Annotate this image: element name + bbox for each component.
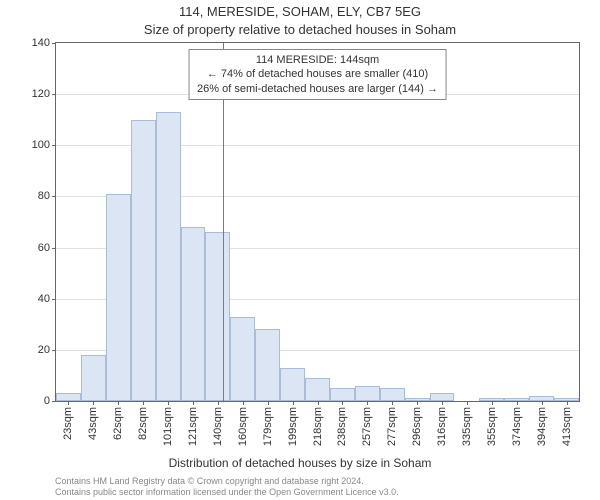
- x-tick-mark: [442, 401, 443, 405]
- annotation-line2: ← 74% of detached houses are smaller (41…: [197, 67, 438, 81]
- histogram-bar: [181, 227, 206, 401]
- x-tick-mark: [293, 401, 294, 405]
- histogram-bar: [430, 393, 455, 401]
- y-tick-label: 80: [38, 190, 50, 202]
- y-tick-label: 60: [38, 242, 50, 254]
- x-tick-label: 296sqm: [411, 407, 423, 446]
- x-tick-label: 374sqm: [511, 407, 523, 446]
- y-tick-mark: [52, 350, 56, 351]
- annotation-line1: 114 MERESIDE: 144sqm: [197, 53, 438, 67]
- histogram-bar: [305, 378, 330, 401]
- histogram-bar: [106, 194, 131, 401]
- chart-title-line2: Size of property relative to detached ho…: [0, 22, 600, 37]
- x-tick-label: 394sqm: [536, 407, 548, 446]
- histogram-bar: [56, 393, 81, 401]
- annotation-line3: 26% of semi-detached houses are larger (…: [197, 82, 438, 96]
- histogram-bar: [156, 112, 181, 401]
- x-tick-label: 199sqm: [287, 407, 299, 446]
- y-tick-mark: [52, 196, 56, 197]
- x-tick-mark: [517, 401, 518, 405]
- y-tick-mark: [52, 145, 56, 146]
- x-tick-label: 277sqm: [386, 407, 398, 446]
- histogram-bar: [380, 388, 405, 401]
- credits-line1: Contains HM Land Registry data © Crown c…: [55, 476, 399, 487]
- x-tick-mark: [143, 401, 144, 405]
- x-tick-mark: [392, 401, 393, 405]
- x-tick-mark: [367, 401, 368, 405]
- histogram-bar: [330, 388, 355, 401]
- plot-area: 02040608010012014023sqm43sqm62sqm82sqm10…: [55, 42, 580, 402]
- chart-container: 114, MERESIDE, SOHAM, ELY, CB7 5EG Size …: [0, 0, 600, 500]
- x-tick-mark: [318, 401, 319, 405]
- x-tick-label: 140sqm: [212, 407, 224, 446]
- x-tick-label: 218sqm: [312, 407, 324, 446]
- annotation-box: 114 MERESIDE: 144sqm ← 74% of detached h…: [188, 49, 447, 100]
- x-tick-mark: [268, 401, 269, 405]
- x-tick-mark: [243, 401, 244, 405]
- histogram-bar: [280, 368, 305, 401]
- x-tick-label: 179sqm: [262, 407, 274, 446]
- histogram-bar: [205, 232, 230, 401]
- credits: Contains HM Land Registry data © Crown c…: [55, 476, 399, 498]
- x-tick-label: 43sqm: [87, 407, 99, 440]
- x-tick-label: 413sqm: [561, 407, 573, 446]
- y-tick-label: 40: [38, 293, 50, 305]
- y-tick-label: 100: [32, 139, 50, 151]
- x-tick-mark: [68, 401, 69, 405]
- histogram-bar: [81, 355, 106, 401]
- x-tick-mark: [542, 401, 543, 405]
- y-tick-label: 140: [32, 37, 50, 49]
- y-tick-mark: [52, 94, 56, 95]
- x-tick-mark: [218, 401, 219, 405]
- chart-title-line1: 114, MERESIDE, SOHAM, ELY, CB7 5EG: [0, 4, 600, 19]
- x-tick-mark: [492, 401, 493, 405]
- x-tick-mark: [467, 401, 468, 405]
- y-tick-mark: [52, 299, 56, 300]
- x-tick-label: 238sqm: [336, 407, 348, 446]
- x-tick-mark: [417, 401, 418, 405]
- histogram-bar: [230, 317, 255, 401]
- x-tick-label: 101sqm: [162, 407, 174, 446]
- y-tick-mark: [52, 401, 56, 402]
- histogram-bar: [355, 386, 380, 401]
- x-tick-mark: [118, 401, 119, 405]
- x-tick-label: 160sqm: [237, 407, 249, 446]
- x-tick-mark: [567, 401, 568, 405]
- x-tick-label: 335sqm: [461, 407, 473, 446]
- y-tick-mark: [52, 248, 56, 249]
- y-tick-label: 20: [38, 344, 50, 356]
- x-tick-label: 121sqm: [187, 407, 199, 446]
- x-tick-label: 62sqm: [112, 407, 124, 440]
- x-tick-mark: [193, 401, 194, 405]
- x-tick-mark: [168, 401, 169, 405]
- x-tick-label: 257sqm: [361, 407, 373, 446]
- histogram-bar: [131, 120, 156, 401]
- x-tick-label: 23sqm: [62, 407, 74, 440]
- y-tick-label: 120: [32, 88, 50, 100]
- y-tick-mark: [52, 43, 56, 44]
- x-tick-mark: [342, 401, 343, 405]
- y-tick-label: 0: [44, 395, 50, 407]
- histogram-bar: [255, 329, 280, 401]
- x-tick-label: 316sqm: [436, 407, 448, 446]
- credits-line2: Contains public sector information licen…: [55, 487, 399, 498]
- x-tick-label: 82sqm: [137, 407, 149, 440]
- x-tick-label: 355sqm: [486, 407, 498, 446]
- x-axis-label: Distribution of detached houses by size …: [0, 456, 600, 470]
- x-tick-mark: [93, 401, 94, 405]
